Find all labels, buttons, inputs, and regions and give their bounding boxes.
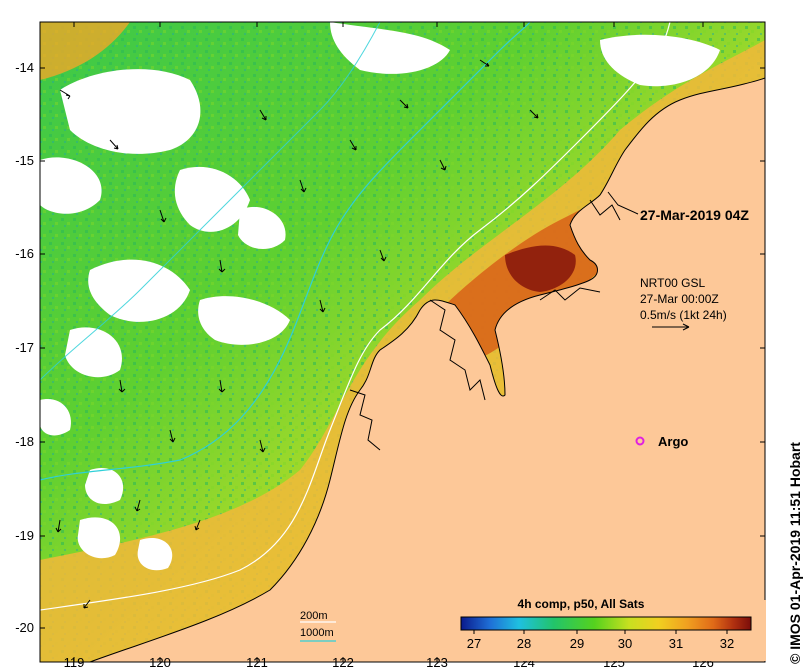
- contour-1000m-inner-line: [40, 22, 381, 381]
- colorbar-tick-label: 31: [669, 636, 683, 651]
- colorbar-tick-label: 30: [618, 636, 632, 651]
- contour-legend: 200m 1000m: [300, 610, 336, 642]
- colorbar-tick-label: 32: [720, 636, 734, 651]
- current-legend: NRT00 GSL 27-Mar 00:00Z 0.5m/s (1kt 24h): [640, 276, 727, 331]
- hottest-bay-region: [505, 245, 576, 292]
- colorbar-tick-label: 28: [517, 636, 531, 651]
- contour-200m-label: 200m: [300, 610, 328, 622]
- warm-north-patch: [40, 22, 130, 80]
- copyright-label: © IMOS 01-Apr-2019 11:51 Hobart: [787, 442, 803, 664]
- x-tick-label: 119: [64, 655, 85, 670]
- argo-marker: Argo: [635, 434, 688, 449]
- colorbar-tick-label: 29: [570, 636, 584, 651]
- x-tick-label: 122: [332, 655, 354, 670]
- y-tick-labels: -14 -15 -16 -17 -18 -19 -20: [15, 60, 34, 635]
- y-tick-label: -14: [15, 60, 34, 75]
- contour-1000m-line: [40, 22, 531, 481]
- contour-200m-line: [40, 22, 671, 611]
- y-tick-label: -17: [15, 340, 34, 355]
- date-label: 27-Mar-2019 04Z: [640, 207, 749, 223]
- cloud-mask-areas: [40, 22, 760, 571]
- map-panel: [40, 22, 765, 662]
- current-scale-arrow: [652, 323, 690, 331]
- argo-float-icon: [635, 436, 645, 446]
- australia-landmass: [89, 77, 765, 662]
- map-frame: [39, 21, 766, 663]
- y-tick-label: -15: [15, 153, 34, 168]
- argo-label: Argo: [658, 434, 688, 449]
- land-coastline-detail: [349, 199, 621, 451]
- current-vector-arrows: [55, 59, 539, 609]
- y-tick-label: -16: [15, 246, 34, 261]
- current-legend-line1: NRT00 GSL: [640, 276, 705, 290]
- x-tick-label: 120: [149, 655, 171, 670]
- colorbar-gradient: [460, 616, 752, 631]
- contour-1000m-label: 1000m: [300, 627, 334, 639]
- x-tick-label: 121: [246, 655, 268, 670]
- y-tick-label: -19: [15, 528, 34, 543]
- date-label-pointer: [607, 191, 639, 215]
- sst-colorbar: 4h comp, p50, All Sats 27 28 29 30 31 32: [452, 597, 766, 661]
- y-tick-label: -18: [15, 434, 34, 449]
- colorbar-tick-label: 27: [467, 636, 481, 651]
- x-tick-label: 123: [426, 655, 448, 670]
- colorbar-title: 4h comp, p50, All Sats: [518, 597, 645, 611]
- current-legend-line2: 27-Mar 00:00Z: [640, 292, 719, 306]
- y-tick-label: -20: [15, 620, 34, 635]
- current-legend-line3: 0.5m/s (1kt 24h): [640, 308, 727, 322]
